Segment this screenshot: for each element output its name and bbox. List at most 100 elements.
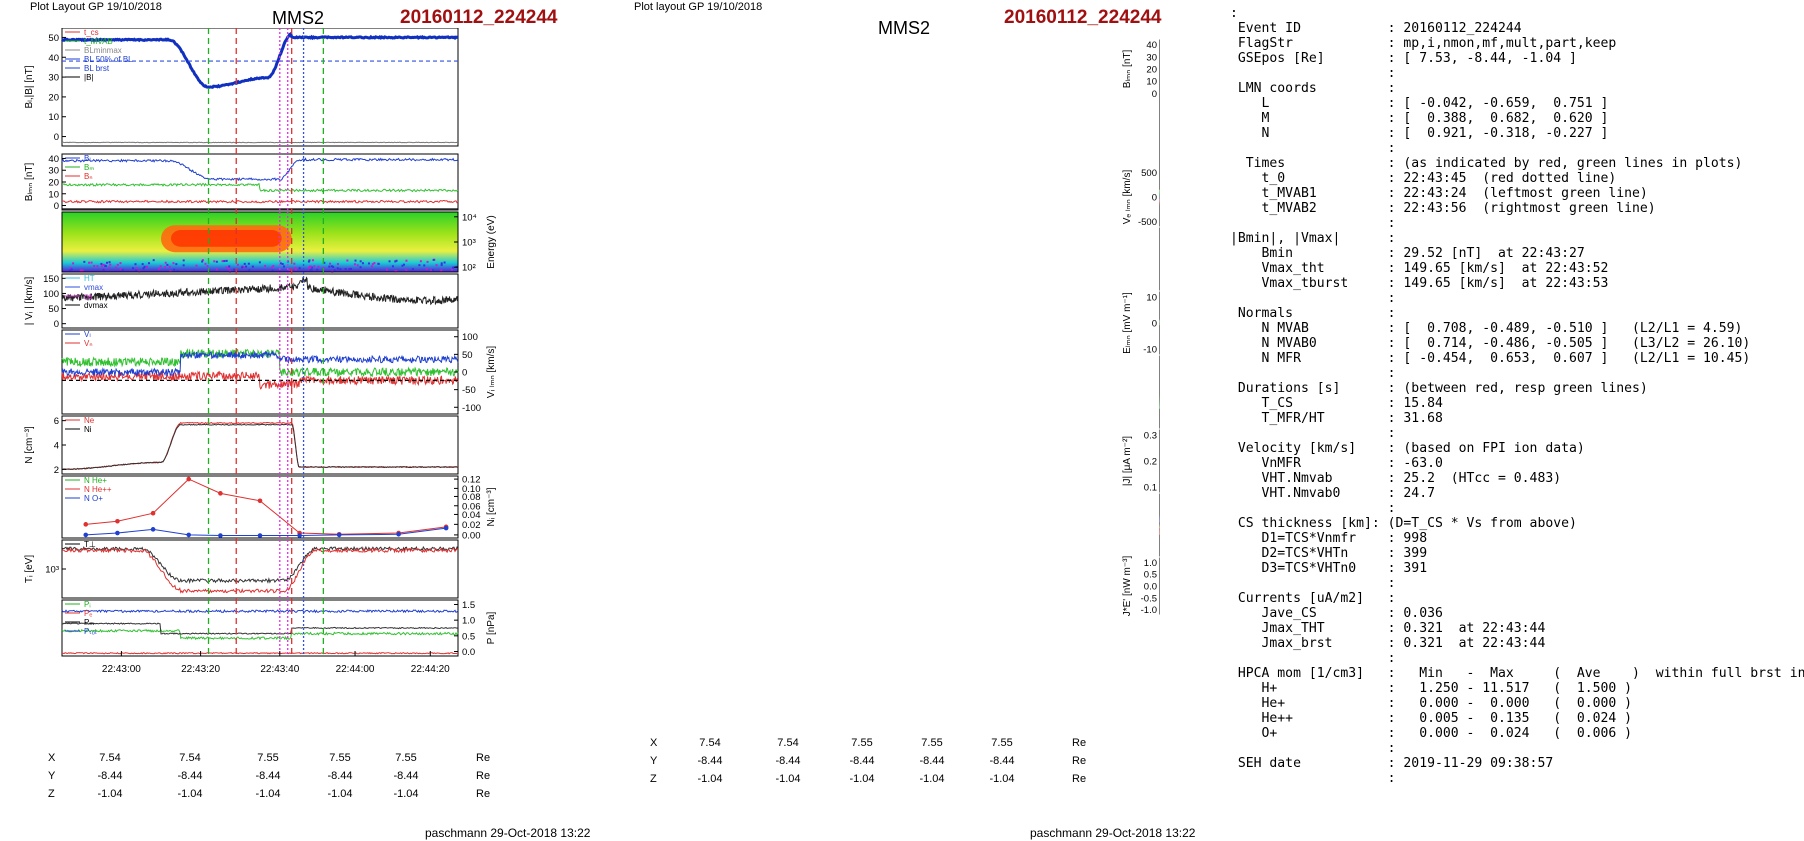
coord-value: -8.44 [697, 755, 723, 767]
y-tick-label: 0.06 [462, 501, 481, 512]
y-tick-label: 2 [54, 465, 59, 476]
summary-line: H+ : 1.250 - 11.517 ( 1.500 ) [1230, 681, 1633, 696]
legend-label: N O+ [84, 494, 103, 503]
mid-station-label: MMS2 [878, 18, 931, 38]
coord-value: -1.04 [775, 773, 801, 785]
coord-label-z: Z [48, 788, 55, 800]
coord-unit: Re [476, 770, 491, 782]
series-line [61, 199, 459, 204]
legend-label: vmax [84, 283, 103, 292]
y-axis-label: Nᵢ [cm⁻³] [486, 487, 497, 526]
y-tick-label: 1.0 [1144, 558, 1157, 569]
coord-unit: Re [1072, 773, 1087, 785]
legend-label: Pₑ [84, 609, 92, 618]
y-tick-label: -100 [462, 403, 481, 414]
y-tick-label: 10 [1146, 77, 1157, 88]
legend-label: BL brst [84, 64, 110, 73]
panel-8: 10³ Tᵢ [eV] T⊥ [24, 539, 459, 599]
y-tick-label: -1.0 [1141, 605, 1157, 616]
y-tick-label: 0.3 [1144, 430, 1157, 441]
panel-3: 10⁴ 10³ 10² Energy (eV) [61, 211, 497, 274]
y-tick-label: 0.02 [462, 520, 481, 531]
summary-line: Currents [uA/m2] : [1230, 591, 1396, 606]
legend-label: Ni [84, 425, 92, 434]
summary-line: : [1230, 216, 1396, 231]
y-tick-label: 100 [43, 289, 59, 300]
coord-value: -1.04 [97, 788, 123, 800]
coord-value: 7.55 [851, 737, 873, 749]
series-line [61, 348, 459, 378]
summary-line: : [1230, 741, 1396, 756]
data-point [218, 533, 223, 538]
summary-line: FlagStr : mp,i,nmon,mf,mult,part,keep [1230, 36, 1617, 51]
data-point [257, 533, 263, 538]
legend-label: t_cs [84, 28, 99, 37]
y-axis-label: Tᵢ [eV] [24, 555, 35, 583]
y-tick-label: 0.00 [462, 530, 481, 541]
summary-line: Times : (as indicated by red, green line… [1230, 156, 1743, 171]
coord-label-y: Y [650, 755, 658, 767]
mid-plot-footer: paschmann 29-Oct-2018 13:22 [1030, 826, 1196, 840]
summary-line: Vmax_tburst : 149.65 [km/s] at 22:43:53 [1230, 276, 1609, 291]
panel-7: 0.120.100.080.060.040.020.00 Nᵢ [cm⁻³] N H… [61, 475, 497, 541]
coord-value: -8.44 [393, 770, 419, 782]
y-tick-label: 0 [1152, 319, 1157, 330]
y-tick-label: 0.2 [1144, 457, 1157, 468]
data-point [336, 532, 342, 538]
coord-label-x: X [48, 752, 56, 764]
y-tick-label: 0 [54, 201, 59, 212]
legend-label: Bₙ [84, 172, 93, 181]
legend-label: Pₘ [84, 618, 94, 627]
data-point [150, 510, 156, 516]
panel-frame [61, 475, 459, 539]
summary-line: M : [ 0.388, 0.682, 0.620 ] [1230, 111, 1609, 126]
summary-line: LMN coords : [1230, 81, 1396, 96]
data-point [297, 533, 302, 538]
legend-label: HT [84, 274, 95, 283]
y-tick-label: 10 [48, 112, 59, 123]
y-tick-label: 10 [48, 189, 59, 200]
coord-value: -1.04 [327, 788, 353, 800]
summary-line: VHT.Nmvab0 : 24.7 [1230, 486, 1435, 501]
coord-value: 7.54 [99, 752, 121, 764]
summary-line: Jmax_brst : 0.321 at 22:43:44 [1230, 636, 1546, 651]
summary-line: D2=TCS*VHTn : 399 [1230, 546, 1428, 561]
y-tick-label: 30 [48, 73, 59, 84]
coord-unit: Re [1072, 755, 1087, 767]
legend-label: t_MVAB [84, 37, 113, 46]
y-tick-label: 30 [1146, 52, 1157, 63]
summary-line: HPCA mom [1/cm3] : Min - Max ( Ave ) wit… [1230, 666, 1804, 681]
coord-value: 7.55 [921, 737, 943, 749]
x-tick-label: 22:44:00 [336, 664, 375, 675]
summary-line: Jmax_THT : 0.321 at 22:43:44 [1230, 621, 1546, 636]
series-line [61, 350, 459, 378]
summary-line: Velocity [km/s] : (based on FPI ion data… [1230, 441, 1585, 456]
summary-line: Bmin : 29.52 [nT] at 22:43:27 [1230, 246, 1585, 261]
y-tick-label: 1.5 [462, 600, 475, 611]
y-axis-label: J*E' [nW m⁻³] [1122, 556, 1133, 617]
y-tick-label: 10³ [45, 565, 59, 576]
summary-line: N MVAB : [ 0.708, -0.489, -0.510 ] (L2/L… [1230, 321, 1743, 336]
series-line [60, 31, 459, 89]
series-line [61, 651, 459, 655]
summary-line: N MFR : [ -0.454, 0.653, 0.607 ] (L2/L1 … [1230, 351, 1751, 366]
coord-value: -1.04 [697, 773, 723, 785]
coord-value: -8.44 [989, 755, 1015, 767]
coord-value: -8.44 [97, 770, 123, 782]
y-tick-label: 0.08 [462, 492, 481, 503]
y-tick-label: 500 [1141, 168, 1157, 179]
y-tick-label: 40 [48, 53, 59, 64]
summary-line: : [1230, 501, 1396, 516]
summary-line: : [1230, 66, 1396, 81]
legend-label: Pᵢ [84, 600, 91, 609]
coord-value: -1.04 [919, 773, 945, 785]
y-tick-label: 100 [462, 332, 478, 343]
y-axis-label: Bₗ,|B| [nT] [24, 65, 35, 108]
y-axis-label: P [nPa] [486, 611, 497, 644]
series-line [61, 276, 459, 306]
coord-value: -8.44 [919, 755, 945, 767]
